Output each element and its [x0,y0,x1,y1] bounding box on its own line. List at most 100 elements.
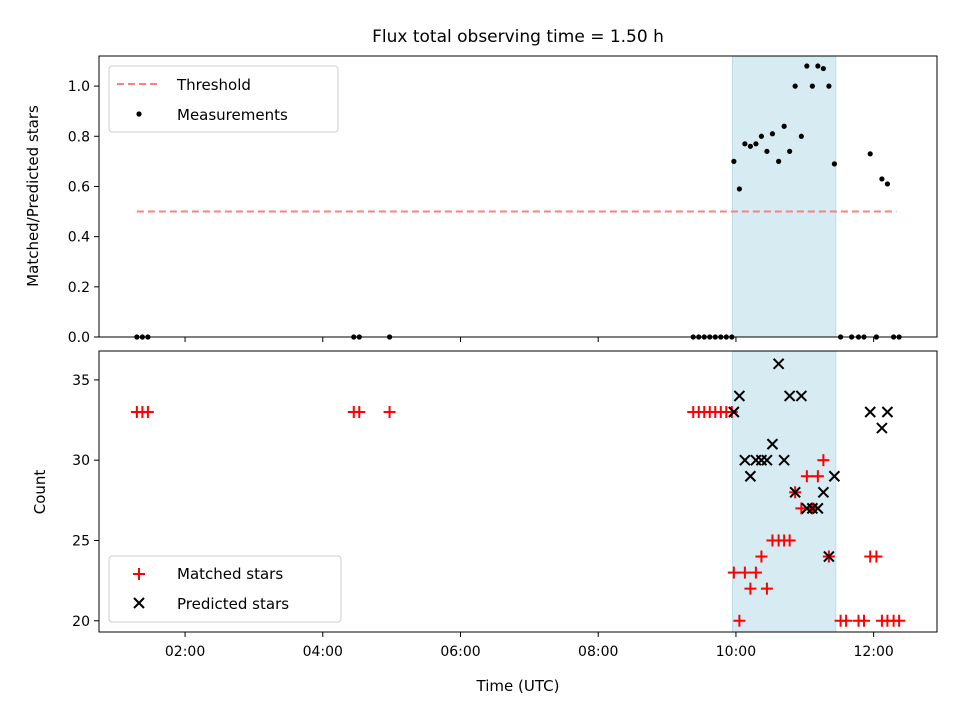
predicted-star-point [761,454,773,466]
predicted-star-point [772,358,785,370]
matched-star-point [744,582,757,595]
measurement-point [798,133,804,139]
bottom-y-axis: 20 25 30 35 [72,373,99,630]
bottom-x-tick-label: 10:00 [716,644,756,660]
predicted-star-point [864,406,876,418]
top-y-tick-label: 0.6 [68,179,90,195]
bottom-x-axis-label: Time (UTC) [476,677,560,695]
top-shaded-region [731,55,837,338]
bottom-y-tick-label: 25 [72,533,90,549]
matched-star-point [727,566,740,579]
matched-star-point [383,406,396,419]
matched-star-point [760,582,773,595]
legend-matched-label: Matched stars [177,565,283,583]
matched-star-point [733,614,746,627]
predicted-star-point [739,454,751,466]
top-y-tick-label: 0.2 [68,280,90,296]
measurement-point [769,131,776,137]
matched-star-point [141,406,154,419]
bottom-panel: 02:00 04:00 06:00 08:00 10:00 12:00 20253035 … [31,350,938,695]
measurement-point [884,181,891,187]
bottom-y-tick-label: 30 [72,453,90,469]
bottom-y-tick-label: 35 [72,373,90,389]
measurement-point [792,83,798,89]
measurement-point [742,141,748,147]
bottom-x-tick-label: 02:00 [165,644,205,660]
predicted-star-point [783,390,796,402]
measurement-point [776,158,782,164]
matched-star-point [811,470,824,483]
legend-threshold-label: Threshold [176,76,251,94]
matched-star-point [870,550,883,563]
matched-star-point [840,614,853,627]
top-x-axis [184,337,875,342]
matched-star-point [725,406,738,419]
predicted-star-point [881,406,894,418]
predicted-star-point [728,406,740,418]
measurement-point [879,176,885,182]
bottom-y-axis-label: Count [31,470,49,515]
predicted-star-point [733,390,746,402]
measurement-point [820,65,826,72]
top-shaded-span [731,55,837,338]
matched-star-point [800,470,813,483]
measurement-point [787,148,793,154]
legend-matched-swatch [133,568,145,580]
predicted-star-point [812,502,824,515]
bottom-shaded-region [731,350,837,633]
measurement-point [867,151,873,157]
predicted-star-point [778,454,790,466]
measurement-point [826,83,832,89]
legend-predicted-label: Predicted stars [177,595,289,613]
top-panel-frame [98,55,938,338]
bottom-panel-frame [98,350,938,633]
matched-star-point [738,566,751,579]
measurement-point [764,148,770,154]
top-y-axis: 0.0 0.2 0.4 0.6 0.8 1.0 [68,79,99,346]
bottom-legend-box [108,555,342,623]
predicted-star-point [744,470,757,482]
measurement-point [804,63,810,69]
predicted-star-point [789,486,801,499]
bottom-shaded-span [731,350,837,633]
measurement-point [815,63,821,69]
predicted-star-point [823,550,835,563]
measurement-point [753,141,759,147]
matched-star-point [817,454,830,467]
measurement-point [781,123,787,129]
matched-star-point [749,566,762,579]
top-y-tick-label: 0.0 [68,330,90,346]
measurement-point [731,158,737,164]
matched-star-point [783,534,796,547]
matched-star-point [795,502,808,515]
top-y-tick-label: 0.4 [68,230,90,246]
bottom-x-tick-label: 08:00 [578,644,618,660]
top-y-tick-label: 1.0 [68,79,90,95]
figure-title: Flux total observing time = 1.50 h [372,27,664,47]
top-panel: 0.0 0.2 0.4 0.6 0.8 1.0 Matched/Predicted sta… [24,55,938,346]
top-legend: Threshold Measurements [108,65,339,133]
bottom-x-tick-label: 06:00 [440,644,480,660]
matched-star-point [755,550,768,563]
bottom-x-axis: 02:00 04:00 06:00 08:00 10:00 12:00 [165,632,894,660]
bottom-points-layer [130,358,906,627]
measurement-point [831,161,838,167]
predicted-star-point [828,470,841,482]
matched-star-point [353,406,366,419]
bottom-x-tick-label: 12:00 [853,644,893,660]
legend-measurements-swatch [136,111,142,117]
bottom-legend: Matched stars Predicted stars [108,555,342,623]
predicted-star-point [766,438,779,450]
measurement-point [809,83,815,89]
legend-predicted-swatch [133,597,145,609]
predicted-star-point [876,422,888,434]
matched-star-point [858,614,871,627]
matched-star-point [893,614,906,627]
legend-measurements-label: Measurements [177,106,288,124]
measurement-point [736,186,742,192]
top-y-tick-label: 0.8 [68,129,90,145]
bottom-y-tick-label: 20 [72,614,90,630]
top-legend-box [108,65,339,133]
measurement-point [747,143,753,149]
